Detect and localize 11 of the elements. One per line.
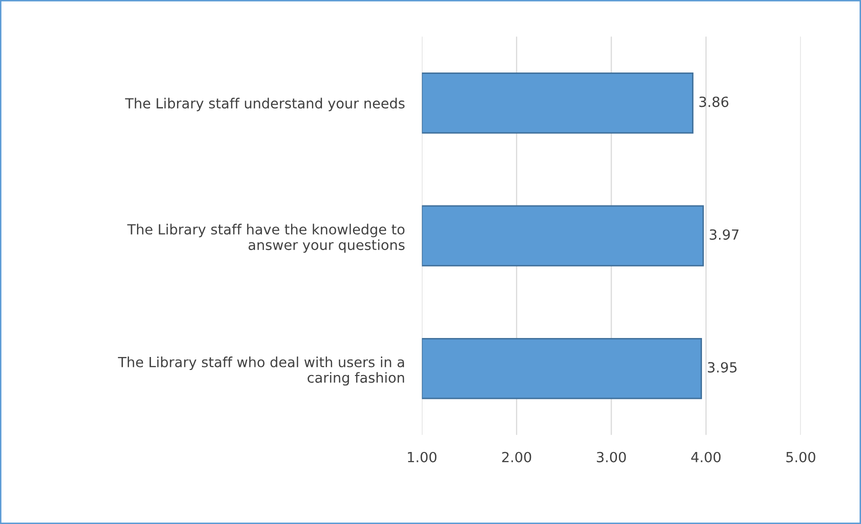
x-tick-label: 2.00 <box>502 452 532 462</box>
data-label: 3.95 <box>708 362 737 373</box>
x-tick-label: 4.00 <box>691 452 721 462</box>
data-label: 3.97 <box>710 229 738 240</box>
data-label: 3.86 <box>699 96 728 108</box>
y-tick-label: The Library staff who deal with users in a caring fashion <box>118 356 404 386</box>
x-tick-label: 3.00 <box>596 452 626 462</box>
x-tick-label: 1.00 <box>408 452 436 462</box>
x-tick-label: 5.00 <box>786 452 816 462</box>
y-tick-label: The Library staff understand your needs <box>125 98 405 112</box>
y-tick-label: The Library staff have the knowledge to answer your questions <box>127 224 405 253</box>
